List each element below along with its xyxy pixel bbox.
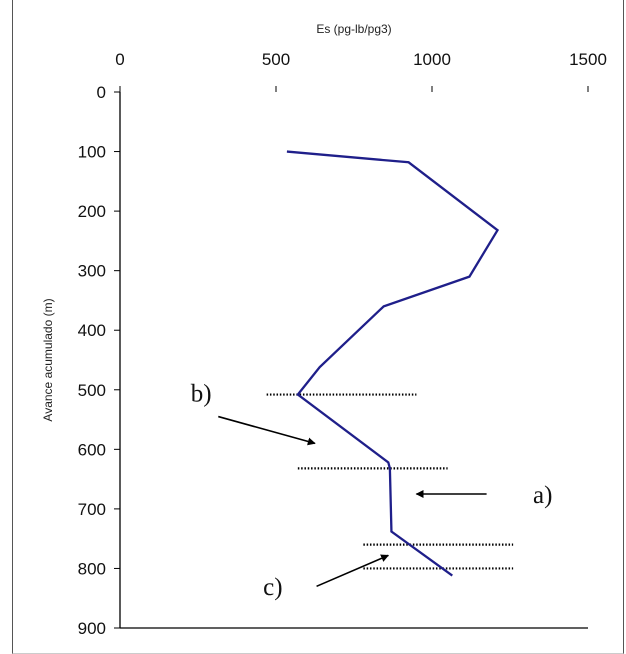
y-tick-label: 200 bbox=[78, 202, 106, 221]
y-axis-label: Avance acumulado (m) bbox=[41, 298, 55, 421]
annotations: a) b) c) bbox=[191, 381, 553, 602]
y-tick-label: 100 bbox=[78, 143, 106, 162]
x-axis-label: Es (pg-lb/pg3) bbox=[316, 22, 391, 36]
annotation-arrow bbox=[218, 415, 316, 446]
annotation-arrow bbox=[316, 554, 390, 588]
annotation-label: a) bbox=[533, 482, 552, 509]
y-tick-label: 700 bbox=[78, 500, 106, 519]
series-line bbox=[286, 150, 500, 577]
x-tick-label: 0 bbox=[115, 50, 124, 69]
y-tick-label: 800 bbox=[78, 559, 106, 578]
y-tick-label: 600 bbox=[78, 440, 106, 459]
series-group bbox=[286, 150, 500, 577]
y-tick-group: 0 100 200 300 400 500 600 700 800 900 bbox=[78, 83, 120, 638]
y-tick-label: 400 bbox=[78, 321, 106, 340]
y-tick-label: 0 bbox=[97, 83, 106, 102]
x-tick-label: 1000 bbox=[413, 50, 451, 69]
x-tick-label: 500 bbox=[262, 50, 290, 69]
x-tick-group: 0 500 1000 1500 bbox=[115, 50, 607, 92]
annotation-label: c) bbox=[263, 574, 282, 601]
x-tick-label: 1500 bbox=[569, 50, 607, 69]
y-tick-label: 500 bbox=[78, 381, 106, 400]
annotation-label: b) bbox=[191, 381, 212, 408]
y-tick-label: 300 bbox=[78, 262, 106, 281]
y-tick-label: 900 bbox=[78, 619, 106, 638]
